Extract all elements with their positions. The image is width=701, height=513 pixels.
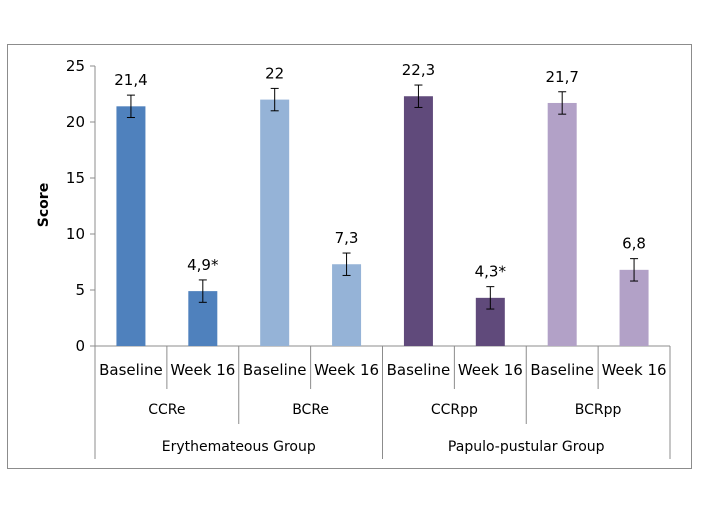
subgroup-label: BCRe — [292, 402, 329, 418]
bar — [116, 106, 146, 346]
bars — [116, 84, 649, 347]
group-label: Erythemateous Group — [162, 439, 316, 455]
category-label: Week 16 — [602, 361, 667, 379]
category-label: Baseline — [387, 361, 451, 379]
category-label: Week 16 — [314, 361, 379, 379]
bar — [332, 264, 362, 346]
bar — [547, 102, 577, 347]
bar — [260, 99, 290, 346]
category-label: Baseline — [99, 361, 163, 379]
y-axis-label: Score — [36, 183, 52, 227]
subgroup-label: CCRpp — [431, 402, 478, 418]
data-label: 7,3 — [335, 229, 359, 247]
data-label: 22 — [265, 64, 284, 82]
subgroup-label: BCRpp — [575, 402, 622, 418]
data-label: 21,4 — [114, 71, 147, 89]
y-tick-label: 25 — [66, 57, 85, 75]
y-tick-label: 10 — [66, 225, 85, 243]
data-label: 22,3 — [402, 61, 435, 79]
category-label: Baseline — [243, 361, 307, 379]
subgroup-label: CCRe — [148, 402, 185, 418]
data-label: 21,7 — [545, 68, 578, 86]
y-tick-label: 5 — [75, 281, 85, 299]
bar — [619, 269, 649, 346]
labels: 21,4 Baseline 4,9* Week 16 22 Baseline 7,3 Week… — [99, 61, 666, 455]
category-label: Baseline — [530, 361, 594, 379]
category-label: Week 16 — [458, 361, 523, 379]
data-label: 4,3* — [475, 263, 507, 281]
category-label: Week 16 — [170, 361, 235, 379]
y-tick-label: 0 — [75, 337, 85, 355]
data-label: 6,8 — [622, 235, 646, 253]
y-tick-label: 15 — [66, 169, 85, 187]
group-label: Papulo-pustular Group — [448, 439, 605, 455]
data-label: 4,9* — [187, 256, 219, 274]
bar — [403, 96, 433, 347]
y-tick-label: 20 — [66, 113, 85, 131]
axes: 0 5 10 15 20 25 — [66, 57, 671, 459]
